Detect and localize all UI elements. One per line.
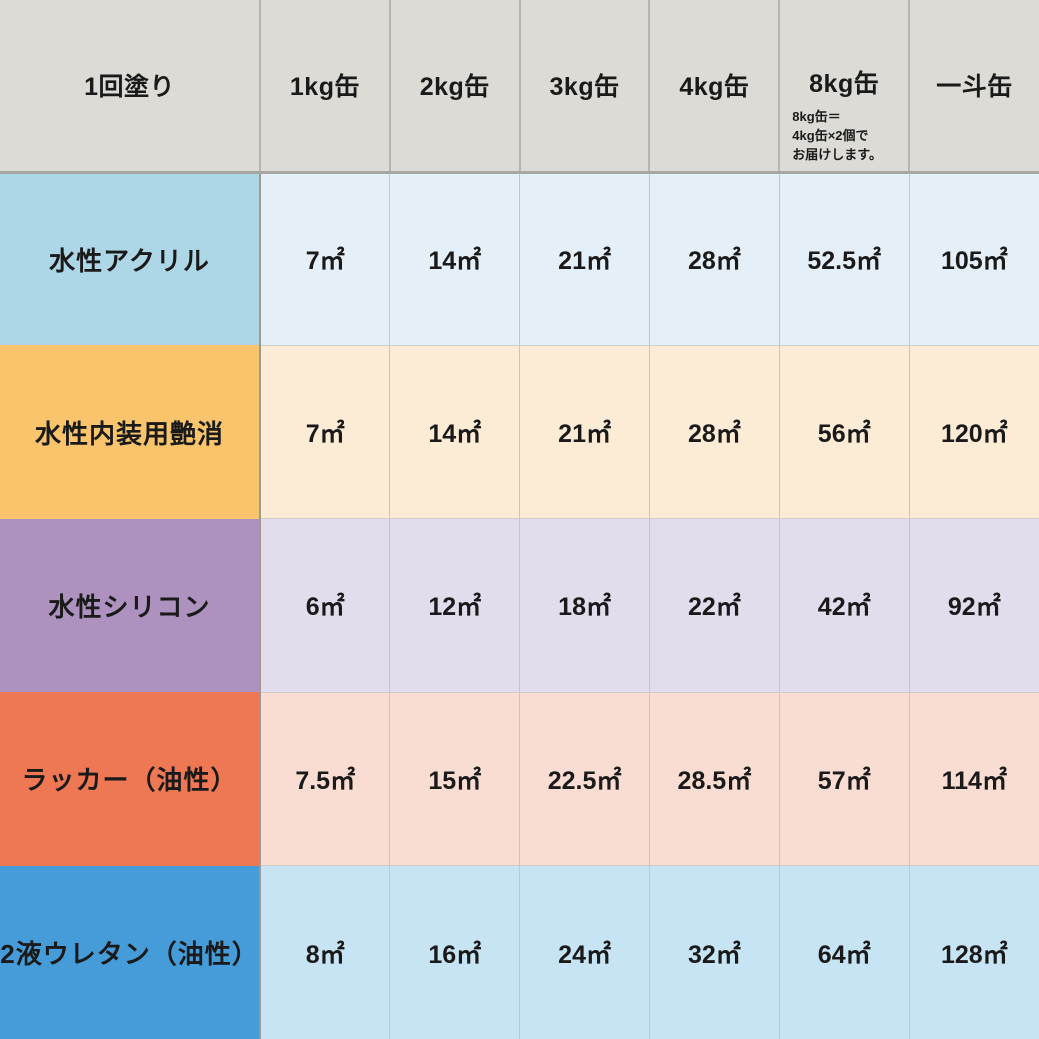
cell-r2-c3: 22㎡ bbox=[649, 518, 780, 693]
table-row: 水性シリコン 6㎡ 12㎡ 18㎡ 22㎡ 42㎡ 92㎡ bbox=[0, 518, 1039, 693]
cell-r2-c5: 92㎡ bbox=[909, 518, 1039, 693]
row-label-0: 水性アクリル bbox=[0, 172, 262, 346]
cell-r4-c3: 32㎡ bbox=[649, 865, 780, 1039]
header-label-4kg: 4kg缶 bbox=[679, 73, 750, 102]
cell-r0-c0: 7㎡ bbox=[260, 172, 391, 346]
cell-r0-c1: 14㎡ bbox=[389, 172, 521, 346]
header-cell-3kg: 3kg缶 bbox=[519, 0, 651, 174]
header-label-8kg: 8kg缶 bbox=[809, 70, 880, 99]
header-cell-2kg: 2kg缶 bbox=[389, 0, 521, 174]
cell-r2-c2: 18㎡ bbox=[519, 518, 650, 693]
cell-r1-c5: 120㎡ bbox=[909, 345, 1039, 520]
header-note-8kg: 8kg缶＝ 4kg缶×2個で お届けします。 bbox=[792, 108, 882, 162]
header-row: 1回塗り 1kg缶 2kg缶 3kg缶 4kg缶 8kg缶 8kg缶＝ 4kg缶… bbox=[0, 0, 1039, 174]
cell-r2-c1: 12㎡ bbox=[389, 518, 521, 693]
header-label-3kg: 3kg缶 bbox=[549, 73, 620, 102]
cell-r3-c4: 57㎡ bbox=[779, 692, 910, 867]
cell-r0-c2: 21㎡ bbox=[519, 172, 650, 346]
table-row: 水性内装用艶消 7㎡ 14㎡ 21㎡ 28㎡ 56㎡ 120㎡ bbox=[0, 345, 1039, 520]
row-label-1: 水性内装用艶消 bbox=[0, 345, 262, 519]
cell-r0-c4: 52.5㎡ bbox=[779, 172, 910, 346]
cell-r0-c5: 105㎡ bbox=[909, 172, 1039, 346]
cell-r2-c4: 42㎡ bbox=[779, 518, 910, 693]
cell-r1-c0: 7㎡ bbox=[260, 345, 391, 520]
cell-r3-c0: 7.5㎡ bbox=[260, 692, 391, 867]
cell-r1-c3: 28㎡ bbox=[649, 345, 780, 520]
cell-r3-c5: 114㎡ bbox=[909, 692, 1039, 867]
row-label-3: ラッカー（油性） bbox=[0, 692, 262, 866]
table-row: ラッカー（油性） 7.5㎡ 15㎡ 22.5㎡ 28.5㎡ 57㎡ 114㎡ bbox=[0, 692, 1039, 867]
cell-r3-c3: 28.5㎡ bbox=[649, 692, 780, 867]
table-header: 1回塗り 1kg缶 2kg缶 3kg缶 4kg缶 8kg缶 8kg缶＝ 4kg缶… bbox=[0, 0, 1039, 174]
cell-r1-c1: 14㎡ bbox=[389, 345, 521, 520]
cell-r2-c0: 6㎡ bbox=[260, 518, 391, 693]
cell-r1-c2: 21㎡ bbox=[519, 345, 650, 520]
header-cell-coat-count: 1回塗り bbox=[0, 0, 262, 174]
cell-r4-c2: 24㎡ bbox=[519, 865, 650, 1039]
header-cell-itto: 一斗缶 bbox=[909, 0, 1039, 174]
table-body: 水性アクリル 7㎡ 14㎡ 21㎡ 28㎡ 52.5㎡ 105㎡ 水性内装用艶消 7㎡ 14㎡ 21… bbox=[0, 172, 1039, 1039]
cell-r1-c4: 56㎡ bbox=[779, 345, 910, 520]
header-cell-8kg: 8kg缶 8kg缶＝ 4kg缶×2個で お届けします。 bbox=[779, 0, 911, 174]
header-cell-1kg: 1kg缶 bbox=[260, 0, 391, 174]
header-label-coat-count: 1回塗り bbox=[84, 73, 175, 102]
cell-r4-c5: 128㎡ bbox=[909, 865, 1039, 1039]
cell-r0-c3: 28㎡ bbox=[649, 172, 780, 346]
header-label-2kg: 2kg缶 bbox=[419, 73, 490, 102]
header-label-itto: 一斗缶 bbox=[936, 73, 1013, 102]
cell-r4-c4: 64㎡ bbox=[779, 865, 910, 1039]
header-label-1kg: 1kg缶 bbox=[289, 73, 360, 102]
row-label-4: 2液ウレタン（油性） bbox=[0, 865, 262, 1039]
table-row: 2液ウレタン（油性） 8㎡ 16㎡ 24㎡ 32㎡ 64㎡ 128㎡ bbox=[0, 865, 1039, 1039]
row-label-2: 水性シリコン bbox=[0, 518, 262, 693]
cell-r3-c1: 15㎡ bbox=[389, 692, 521, 867]
table-row: 水性アクリル 7㎡ 14㎡ 21㎡ 28㎡ 52.5㎡ 105㎡ bbox=[0, 172, 1039, 346]
cell-r3-c2: 22.5㎡ bbox=[519, 692, 650, 867]
cell-r4-c0: 8㎡ bbox=[260, 865, 391, 1039]
header-cell-4kg: 4kg缶 bbox=[649, 0, 781, 174]
cell-r4-c1: 16㎡ bbox=[389, 865, 521, 1039]
